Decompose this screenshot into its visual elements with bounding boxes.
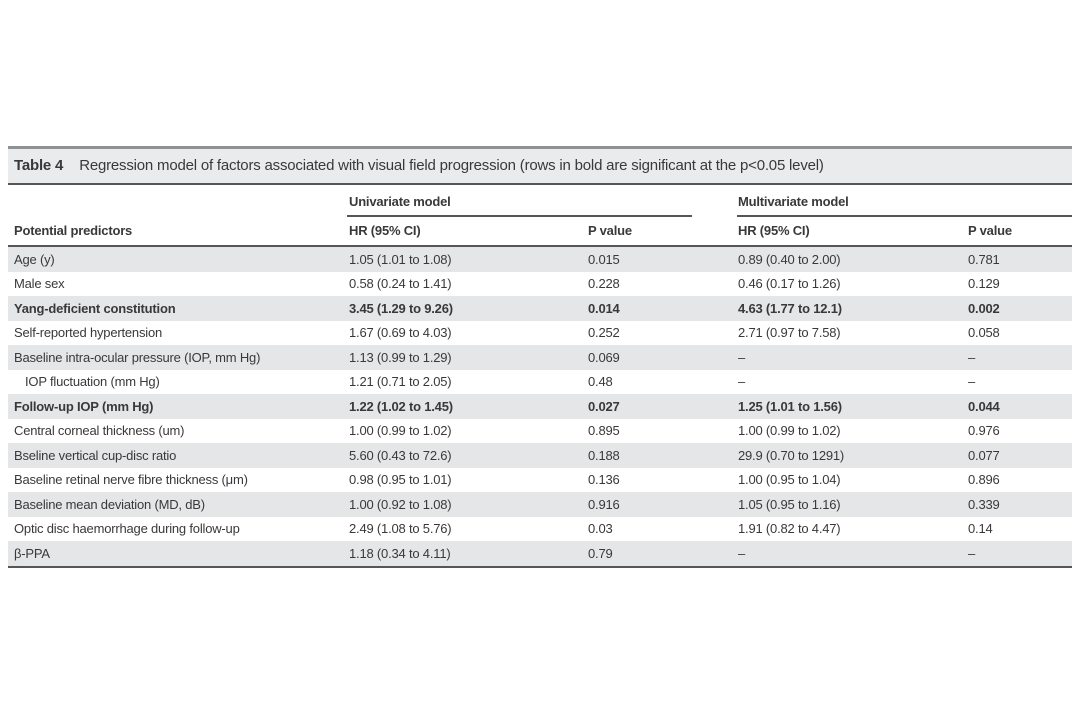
cell-uni-hr: 0.98 (0.95 to 1.01) (349, 472, 452, 488)
univariate-group-rule (347, 215, 692, 217)
column-header-multi-p: P value (968, 223, 1012, 238)
cell-multi-p: 0.896 (968, 472, 1000, 488)
cell-multi-hr: 0.89 (0.40 to 2.00) (738, 251, 841, 267)
cell-predictor: Baseline intra-ocular pressure (IOP, mm … (14, 349, 261, 365)
cell-multi-hr: – (738, 374, 746, 390)
cell-uni-hr: 0.58 (0.24 to 1.41) (349, 276, 452, 292)
cell-predictor: Yang-deficient constitution (14, 300, 176, 316)
cell-multi-hr: 1.00 (0.95 to 1.04) (738, 472, 841, 488)
regression-table: Table 4 Regression model of factors assoc… (8, 146, 1072, 568)
cell-multi-p: 0.781 (968, 251, 1000, 267)
cell-multi-hr: – (738, 349, 746, 365)
table-row: Baseline retinal nerve fibre thickness (… (8, 468, 1072, 493)
cell-predictor: Central corneal thickness (um) (14, 423, 185, 439)
column-header-uni-hr: HR (95% CI) (349, 223, 421, 238)
cell-uni-p: 0.136 (588, 472, 620, 488)
cell-uni-p: 0.48 (588, 374, 613, 390)
cell-uni-p: 0.188 (588, 447, 620, 463)
column-header-multi-hr: HR (95% CI) (738, 223, 810, 238)
table-row: Bseline vertical cup-disc ratio 5.60 (0.4… (8, 443, 1072, 468)
cell-multi-p: 0.976 (968, 423, 1000, 439)
cell-multi-p: 0.129 (968, 276, 1000, 292)
cell-uni-hr: 1.67 (0.69 to 4.03) (349, 325, 452, 341)
cell-multi-p: 0.077 (968, 447, 1000, 463)
caption-text: Regression model of factors associated w… (79, 157, 824, 174)
cell-multi-hr: 29.9 (0.70 to 1291) (738, 447, 845, 463)
cell-predictor: β-PPA (14, 545, 50, 561)
cell-uni-hr: 2.49 (1.08 to 5.76) (349, 521, 452, 537)
cell-uni-p: 0.916 (588, 496, 620, 512)
table-row: Male sex 0.58 (0.24 to 1.41) 0.228 0.46 (0.… (8, 272, 1072, 297)
cell-predictor: IOP fluctuation (mm Hg) (25, 374, 160, 390)
table-row: Central corneal thickness (um) 1.00 (0.99… (8, 419, 1072, 444)
cell-multi-p: – (968, 374, 976, 390)
table-header: Univariate model Multivariate model Pote… (8, 185, 1072, 247)
cell-uni-p: 0.014 (588, 300, 620, 316)
cell-uni-p: 0.79 (588, 545, 613, 561)
cell-uni-p: 0.895 (588, 423, 620, 439)
cell-predictor: Follow-up IOP (mm Hg) (14, 398, 154, 414)
cell-uni-hr: 1.05 (1.01 to 1.08) (349, 251, 452, 267)
cell-multi-hr: – (738, 545, 746, 561)
cell-uni-hr: 1.00 (0.99 to 1.02) (349, 423, 452, 439)
table-body: Age (y) 1.05 (1.01 to 1.08) 0.015 0.89 (0.4… (8, 247, 1072, 568)
table-row: IOP fluctuation (mm Hg) 1.21 (0.71 to 2.0… (8, 370, 1072, 395)
cell-uni-hr: 1.21 (0.71 to 2.05) (349, 374, 452, 390)
column-header-predictors: Potential predictors (14, 223, 133, 238)
table-row: Baseline mean deviation (MD, dB) 1.00 (0.… (8, 492, 1072, 517)
cell-uni-hr: 1.18 (0.34 to 4.11) (349, 545, 451, 561)
table-row: Baseline intra-ocular pressure (IOP, mm … (8, 345, 1072, 370)
cell-predictor: Baseline mean deviation (MD, dB) (14, 496, 205, 512)
multivariate-group-rule (737, 215, 1072, 217)
cell-uni-p: 0.03 (588, 521, 613, 537)
cell-uni-p: 0.027 (588, 398, 620, 414)
caption-label: Table 4 (14, 157, 64, 174)
cell-uni-p: 0.228 (588, 276, 620, 292)
cell-uni-hr: 5.60 (0.43 to 72.6) (349, 447, 452, 463)
cell-predictor: Bseline vertical cup-disc ratio (14, 447, 177, 463)
cell-multi-hr: 1.91 (0.82 to 4.47) (738, 521, 841, 537)
cell-predictor: Male sex (14, 276, 65, 292)
cell-uni-hr: 1.22 (1.02 to 1.45) (349, 398, 453, 414)
univariate-group-header: Univariate model (349, 194, 451, 209)
cell-multi-p: 0.058 (968, 325, 1000, 341)
cell-multi-hr: 1.05 (0.95 to 1.16) (738, 496, 841, 512)
cell-uni-hr: 1.13 (0.99 to 1.29) (349, 349, 452, 365)
cell-multi-p: – (968, 545, 976, 561)
table-row: Yang-deficient constitution 3.45 (1.29 to… (8, 296, 1072, 321)
table-row: Age (y) 1.05 (1.01 to 1.08) 0.015 0.89 (0.4… (8, 247, 1072, 272)
cell-uni-p: 0.015 (588, 251, 620, 267)
cell-multi-p: 0.14 (968, 521, 993, 537)
cell-uni-p: 0.069 (588, 349, 620, 365)
table-row: Optic disc haemorrhage during follow-up 2… (8, 517, 1072, 542)
cell-multi-p: 0.044 (968, 398, 1000, 414)
cell-multi-hr: 2.71 (0.97 to 7.58) (738, 325, 841, 341)
cell-multi-p: 0.002 (968, 300, 1000, 316)
table-caption: Table 4 Regression model of factors assoc… (8, 146, 1072, 185)
multivariate-group-header: Multivariate model (738, 194, 849, 209)
cell-uni-p: 0.252 (588, 325, 620, 341)
cell-predictor: Baseline retinal nerve fibre thickness (… (14, 472, 248, 488)
cell-predictor: Self-reported hypertension (14, 325, 163, 341)
cell-multi-hr: 4.63 (1.77 to 12.1) (738, 300, 842, 316)
cell-predictor: Optic disc haemorrhage during follow-up (14, 521, 240, 537)
cell-multi-p: – (968, 349, 976, 365)
table-row: β-PPA 1.18 (0.34 to 4.11) 0.79 – – (8, 541, 1072, 566)
cell-multi-hr: 1.00 (0.99 to 1.02) (738, 423, 841, 439)
cell-multi-p: 0.339 (968, 496, 1000, 512)
cell-uni-hr: 3.45 (1.29 to 9.26) (349, 300, 453, 316)
table-row: Follow-up IOP (mm Hg) 1.22 (1.02 to 1.45)… (8, 394, 1072, 419)
cell-uni-hr: 1.00 (0.92 to 1.08) (349, 496, 452, 512)
table-row: Self-reported hypertension 1.67 (0.69 to … (8, 321, 1072, 346)
cell-multi-hr: 1.25 (1.01 to 1.56) (738, 398, 842, 414)
cell-multi-hr: 0.46 (0.17 to 1.26) (738, 276, 841, 292)
cell-predictor: Age (y) (14, 251, 55, 267)
column-header-uni-p: P value (588, 223, 632, 238)
